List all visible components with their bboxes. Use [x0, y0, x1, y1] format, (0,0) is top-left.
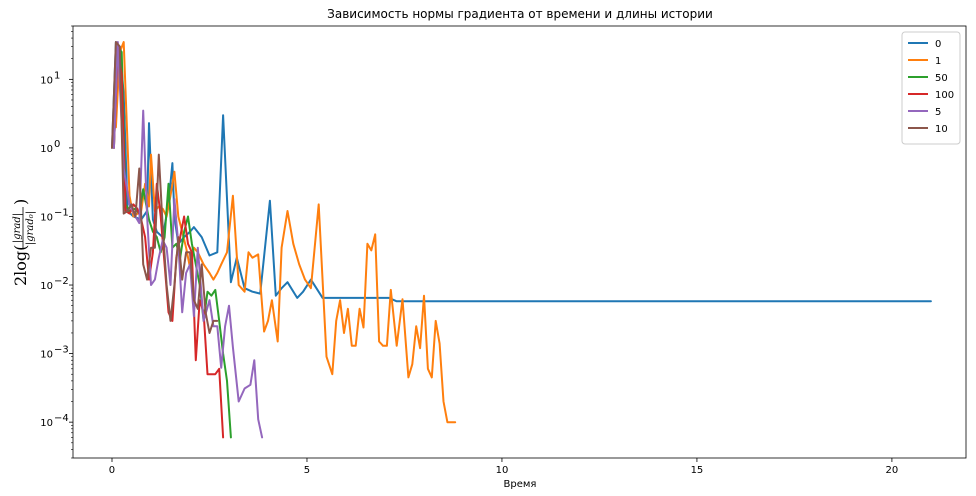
chart-title: Зависимость нормы градиента от времени и…	[327, 7, 713, 21]
y-tick-label: 10	[40, 212, 53, 223]
y-label-denominator: |grad₀|	[25, 211, 36, 245]
y-tick-exponent: −4	[54, 413, 69, 424]
y-tick-exponent: −1	[54, 207, 69, 218]
legend-label-10: 10	[935, 124, 948, 135]
y-axis-label: 2log( |grad| |grad₀|)	[11, 199, 36, 286]
y-tick-exponent: −3	[54, 345, 69, 356]
series-line-1	[114, 41, 457, 424]
y-tick-label: 10	[40, 418, 53, 429]
series-line-50	[112, 45, 232, 439]
legend: 0 1 50 100 5 10	[901, 31, 961, 145]
plot-area	[72, 25, 967, 459]
y-tick-exponent: −2	[54, 276, 69, 287]
y-label-suffix: )	[11, 199, 30, 205]
x-tick-label: 15	[691, 465, 704, 476]
y-tick-label: 10	[40, 75, 53, 86]
series-line-5	[112, 41, 264, 439]
y-tick-label: 10	[40, 144, 53, 155]
y-tick-label: 10	[40, 281, 53, 292]
y-tick-exponent: 0	[54, 139, 60, 150]
x-axis: 0 5 10 15 20	[109, 458, 898, 476]
legend-label-0: 0	[935, 39, 941, 50]
legend-label-100: 100	[935, 90, 954, 101]
x-tick-label: 10	[496, 465, 509, 476]
y-tick-label: 10	[40, 350, 53, 361]
legend-label-1: 1	[935, 56, 941, 67]
y-label-numerator: |grad|	[12, 213, 23, 243]
x-tick-label: 0	[109, 465, 115, 476]
plot-frame	[72, 25, 967, 459]
y-tick-exponent: 1	[54, 70, 60, 81]
series-layer	[111, 41, 932, 439]
x-axis-label: Время	[504, 479, 537, 490]
x-tick-label: 20	[886, 465, 899, 476]
series-line-10	[111, 41, 219, 334]
y-label-group: 2log( |grad| |grad₀|)	[11, 199, 36, 286]
legend-label-5: 5	[935, 107, 941, 118]
y-label-prefix: 2log(	[11, 245, 30, 286]
x-tick-label: 5	[304, 465, 310, 476]
legend-label-50: 50	[935, 73, 948, 84]
